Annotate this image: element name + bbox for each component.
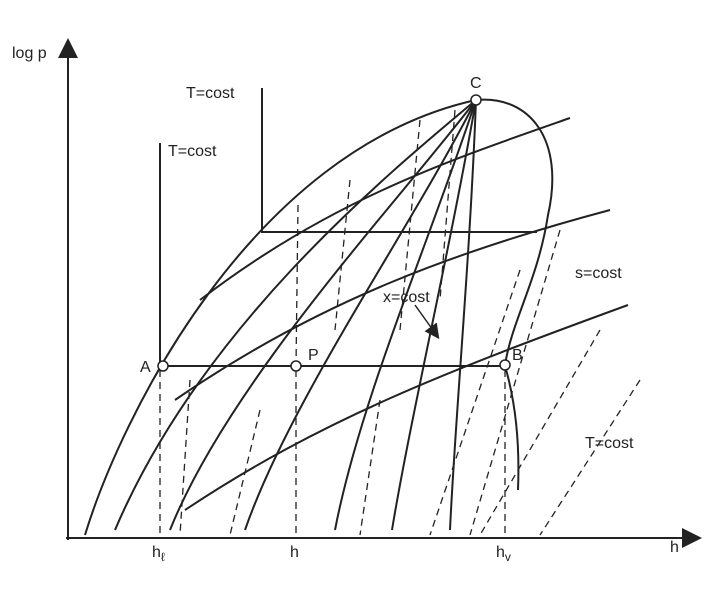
x-tick: hℓ [152, 544, 165, 564]
x-tick: hv [496, 544, 511, 564]
y-axis-label: log p [12, 45, 47, 62]
curve-label: T=cost [168, 143, 217, 160]
point-label: B [512, 347, 523, 364]
point-label: A [140, 359, 151, 376]
curve-label: T=cost [585, 435, 634, 452]
x-axis-label: h [670, 539, 679, 556]
x-tick: h [290, 544, 299, 561]
curve-label: x=cost [383, 289, 430, 306]
point-marker [290, 360, 302, 372]
curves [84, 88, 641, 536]
point-label: C [470, 75, 482, 92]
point-marker [470, 94, 482, 106]
curve-label: s=cost [575, 265, 622, 282]
point-marker [499, 359, 511, 371]
curve-label: T=cost [186, 85, 235, 102]
point-marker [157, 360, 169, 372]
pointer-arrow [414, 304, 440, 340]
point-label: P [308, 347, 319, 364]
